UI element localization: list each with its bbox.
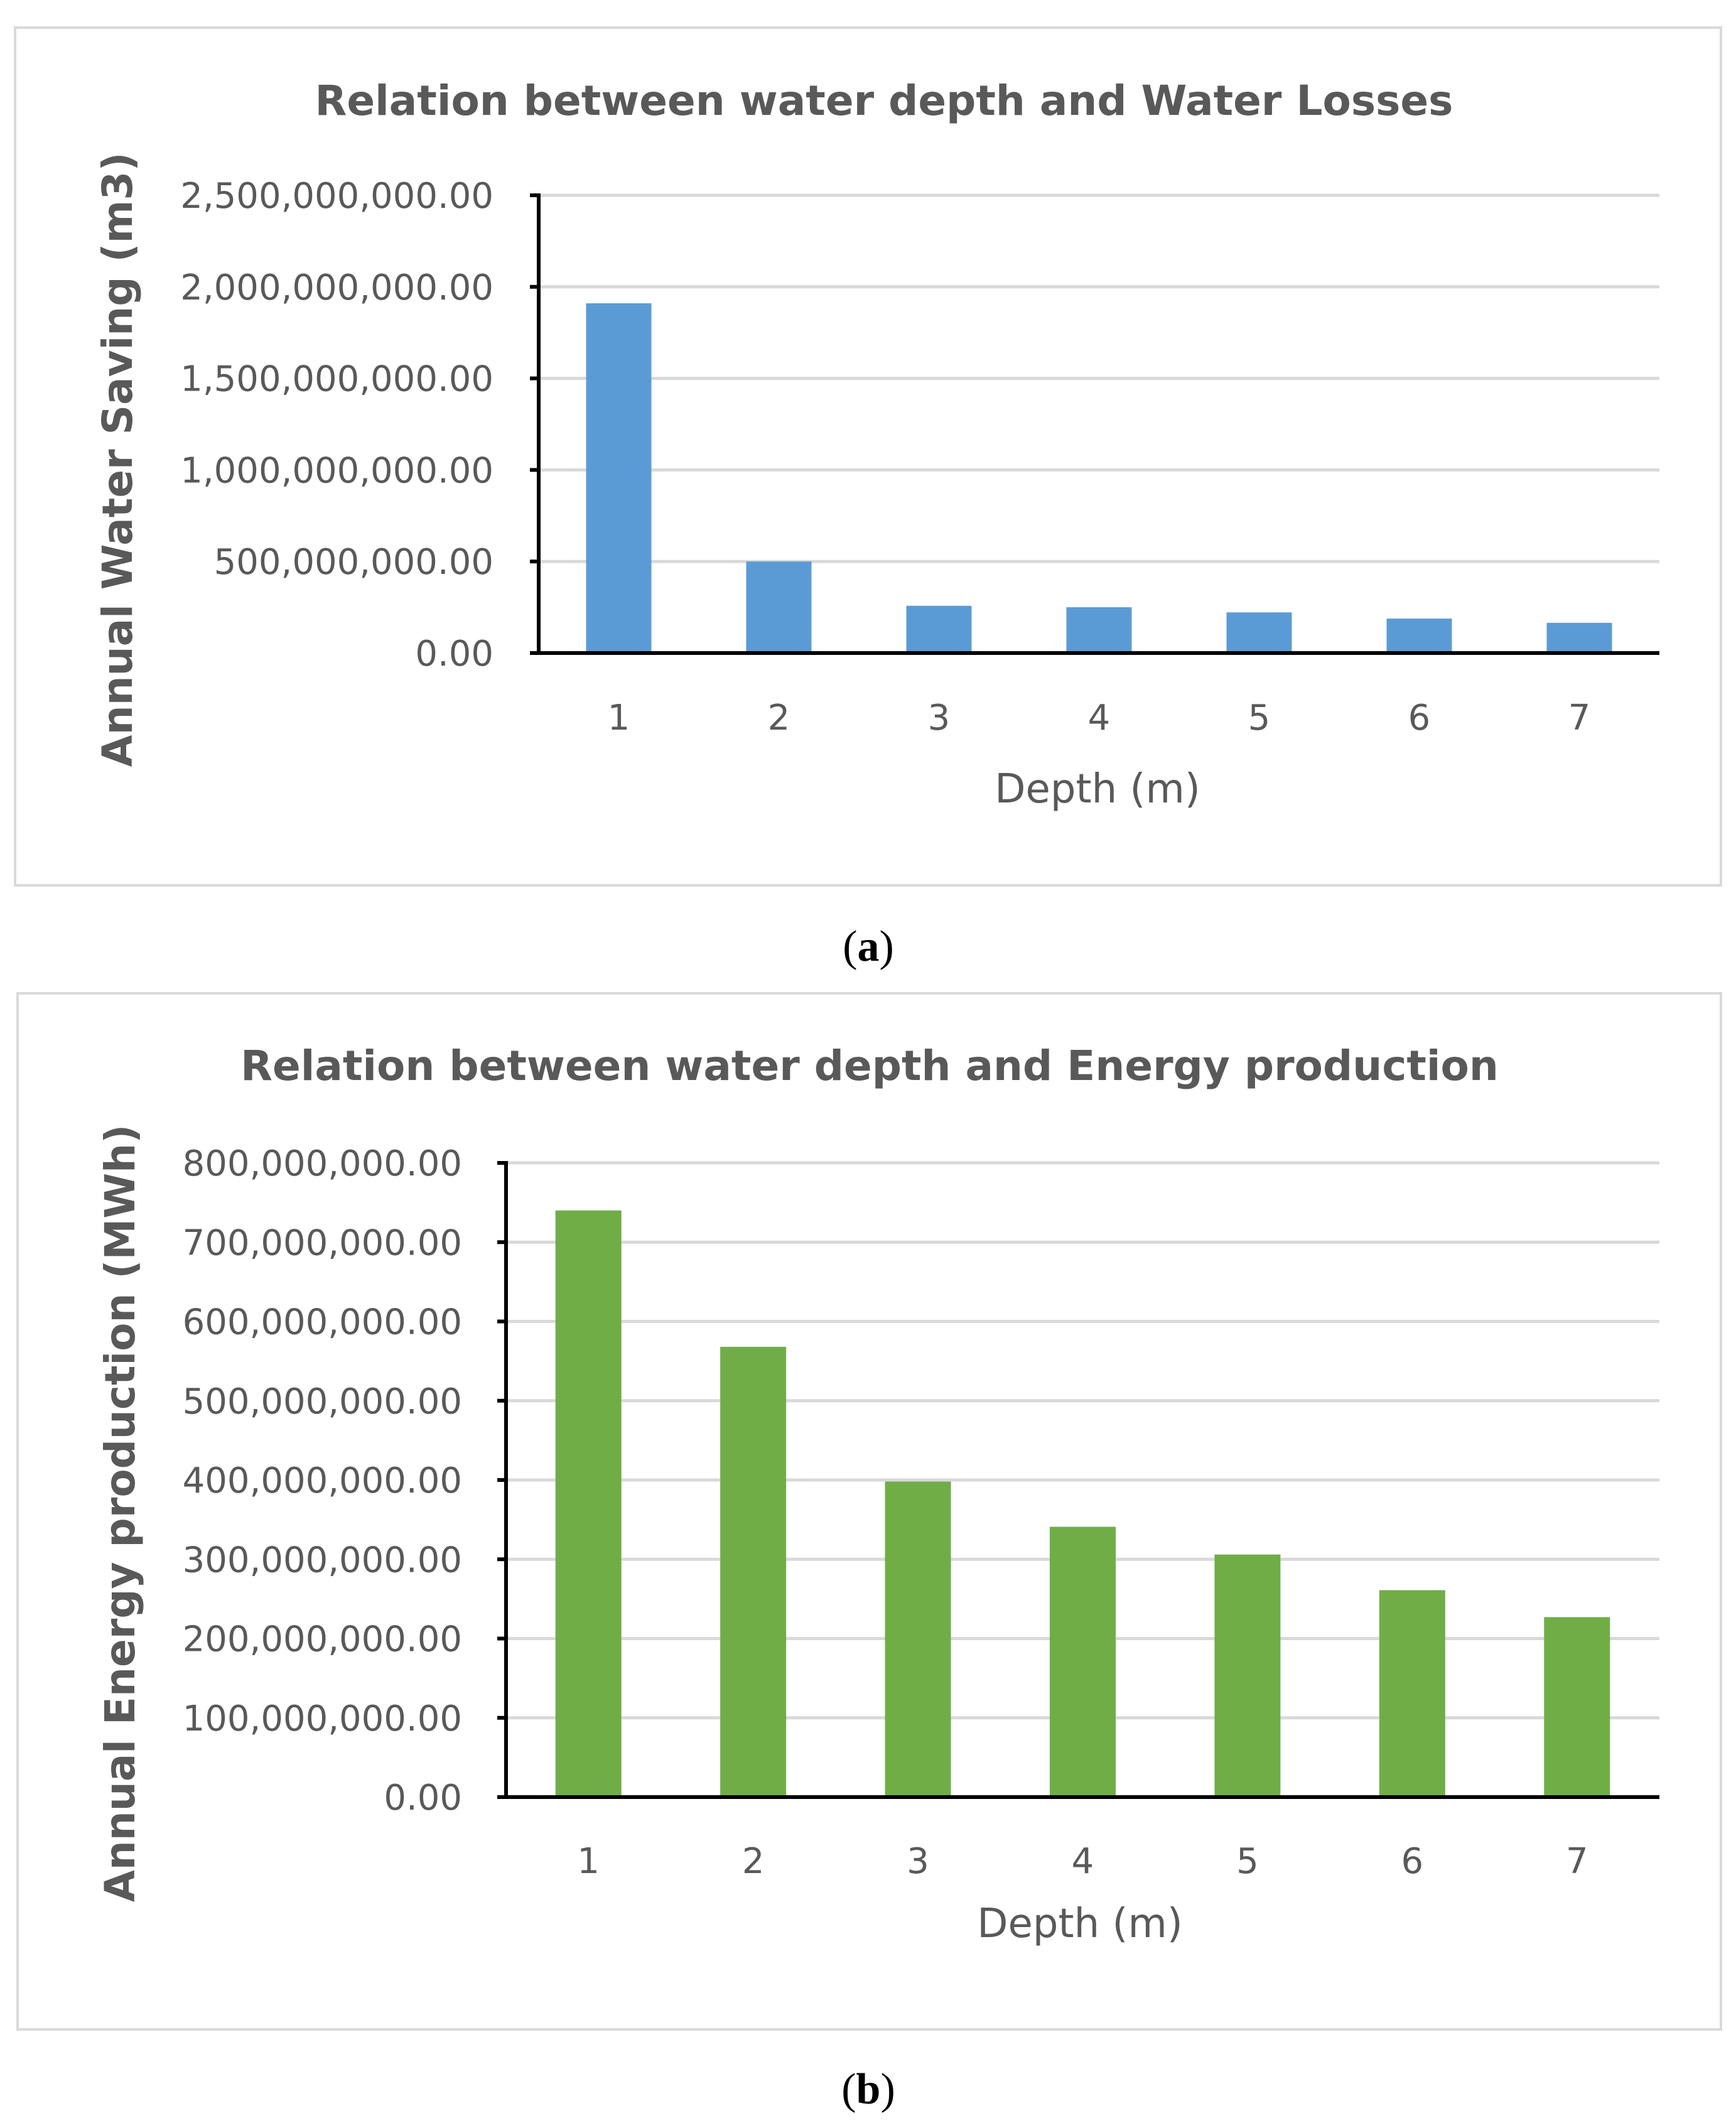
bars-a xyxy=(586,303,1612,653)
bar-a-2 xyxy=(746,561,812,653)
y-tick-label-a-1: 500,000,000.00 xyxy=(214,542,493,583)
gridlines-a xyxy=(539,193,1659,563)
bar-a-1 xyxy=(586,303,652,653)
bar-b-5 xyxy=(1214,1554,1281,1797)
y-tick-label-b-2: 200,000,000.00 xyxy=(183,1619,462,1660)
bar-a-7 xyxy=(1546,622,1612,653)
panel-label-b-letter: b xyxy=(856,2065,881,2114)
x-tick-label-a-5: 5 xyxy=(1248,698,1271,738)
x-tick-label-b-2: 2 xyxy=(742,1841,765,1882)
x-tick-label-a-4: 4 xyxy=(1088,698,1111,738)
x-tick-label-a-2: 2 xyxy=(768,698,790,738)
y-tick-label-a-0: 0.00 xyxy=(415,634,493,674)
x-tick-labels-b: 1 2 3 4 5 6 7 xyxy=(577,1841,1588,1882)
bar-b-4 xyxy=(1050,1526,1116,1797)
panel-label-b: (b) xyxy=(841,2065,895,2114)
y-tick-label-a-4: 2,000,000,000.00 xyxy=(180,267,493,308)
x-tick-labels-a: 1 2 3 4 5 6 7 xyxy=(608,698,1591,738)
chart-panel-a: Relation between water depth and Water L… xyxy=(14,26,1722,887)
y-tick-label-b-1: 100,000,000.00 xyxy=(183,1699,462,1739)
axes-b xyxy=(497,1161,1659,1799)
bar-a-5 xyxy=(1226,612,1292,653)
chart-frame-a xyxy=(14,26,1722,887)
y-axis-title-a: Annual Water Saving (m3) xyxy=(94,153,142,767)
x-tick-label-b-1: 1 xyxy=(577,1841,600,1882)
y-axis-title-b: Annual Energy production (MWh) xyxy=(96,1125,144,1903)
panel-label-a: (a) xyxy=(843,922,894,971)
bar-b-6 xyxy=(1379,1590,1445,1797)
y-tick-label-b-8: 800,000,000.00 xyxy=(183,1143,462,1184)
bar-a-3 xyxy=(906,605,972,653)
bar-b-2 xyxy=(720,1346,787,1797)
bar-a-4 xyxy=(1066,607,1132,653)
x-tick-label-a-6: 6 xyxy=(1408,698,1431,738)
bar-a-6 xyxy=(1386,618,1452,653)
y-tick-label-a-3: 1,500,000,000.00 xyxy=(180,359,493,400)
axes-a xyxy=(530,193,1659,655)
x-tick-label-b-6: 6 xyxy=(1401,1841,1424,1882)
x-axis-title-a: Depth (m) xyxy=(995,766,1200,813)
x-tick-label-b-4: 4 xyxy=(1072,1841,1094,1882)
bar-b-3 xyxy=(885,1481,951,1797)
y-tick-labels-a: 0.00 500,000,000.00 1,000,000,000.00 1,500,… xyxy=(180,176,493,674)
chart-frame-b xyxy=(16,992,1722,2031)
y-tick-label-b-6: 600,000,000.00 xyxy=(183,1302,462,1343)
y-tick-label-b-7: 700,000,000.00 xyxy=(183,1223,462,1263)
x-tick-label-a-1: 1 xyxy=(608,698,630,738)
x-tick-label-a-7: 7 xyxy=(1568,698,1591,738)
bar-b-1 xyxy=(555,1210,622,1797)
y-tick-label-b-3: 300,000,000.00 xyxy=(183,1540,462,1580)
panel-label-a-letter: a xyxy=(858,922,880,971)
y-tick-label-b-4: 400,000,000.00 xyxy=(183,1461,462,1501)
bar-b-7 xyxy=(1544,1617,1610,1797)
y-tick-labels-b: 0.00 100,000,000.00 200,000,000.00 300,000,… xyxy=(183,1143,462,1818)
y-tick-label-b-5: 500,000,000.00 xyxy=(183,1381,462,1422)
chart-title-a: Relation between water depth and Water L… xyxy=(315,77,1453,125)
x-tick-label-b-3: 3 xyxy=(907,1841,929,1882)
bars-b xyxy=(555,1210,1610,1797)
chart-title-b: Relation between water depth and Energy … xyxy=(240,1042,1499,1090)
x-axis-title-b: Depth (m) xyxy=(977,1901,1183,1947)
x-tick-label-b-7: 7 xyxy=(1566,1841,1588,1882)
x-tick-label-a-3: 3 xyxy=(928,698,951,738)
y-tick-label-a-2: 1,000,000,000.00 xyxy=(180,450,493,491)
y-tick-label-a-5: 2,500,000,000.00 xyxy=(180,176,493,217)
x-tick-label-b-5: 5 xyxy=(1236,1841,1259,1882)
y-tick-label-b-0: 0.00 xyxy=(384,1778,462,1818)
chart-panel-b: Relation between water depth and Energy … xyxy=(16,992,1722,2031)
